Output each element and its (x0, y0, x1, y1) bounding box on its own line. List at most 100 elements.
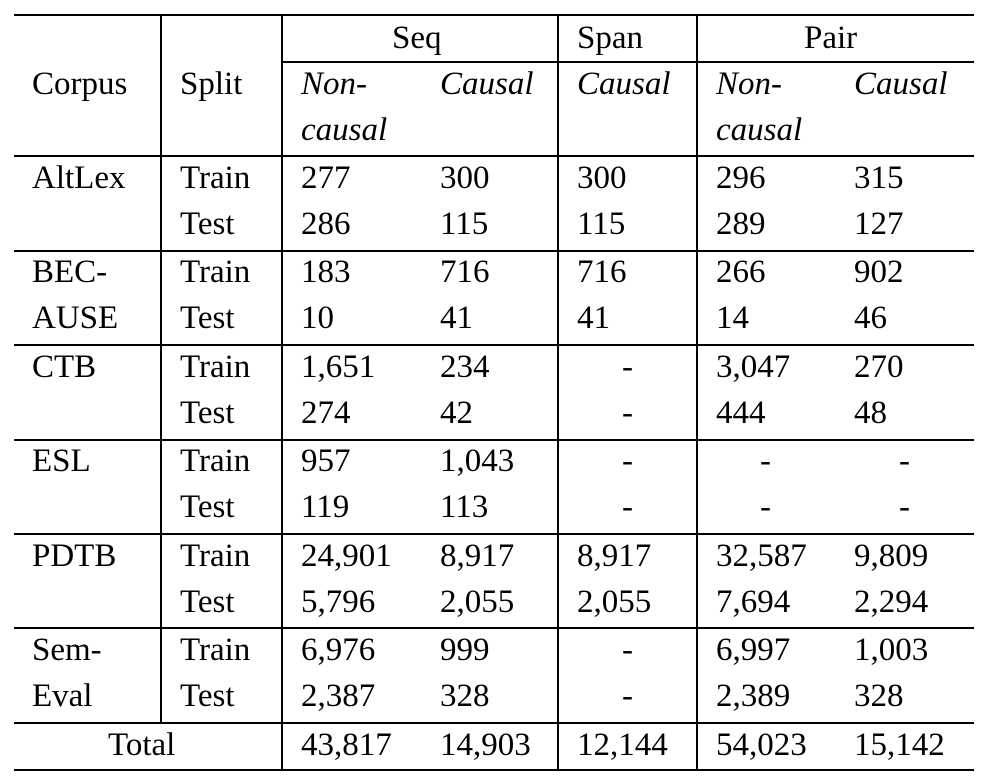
cell-seq-noncausal: 10 (301, 300, 334, 336)
col-rule (160, 14, 162, 722)
cell-seq-causal: 300 (440, 160, 490, 196)
split-test: Test (180, 206, 235, 242)
cell-pair-noncausal: - (760, 443, 771, 479)
corpus-name: Eval (32, 678, 93, 714)
cell-seq-noncausal: 24,901 (301, 538, 392, 574)
corpus-name: ESL (32, 443, 91, 479)
cell-pair-noncausal: 14 (716, 300, 749, 336)
cell-span-causal: - (622, 395, 633, 431)
cell-pair-causal: 127 (854, 206, 904, 242)
total-pair-causal: 15,142 (854, 727, 945, 763)
cell-span-causal: - (622, 443, 633, 479)
cell-seq-noncausal: 6,976 (301, 632, 376, 668)
cell-span-causal: 716 (577, 254, 627, 290)
split-test: Test (180, 678, 235, 714)
header-rule (14, 155, 974, 157)
group-header-rule (281, 61, 974, 63)
cell-seq-causal: 42 (440, 395, 473, 431)
cell-seq-causal: 716 (440, 254, 490, 290)
split-train: Train (180, 538, 251, 574)
group-header-pair: Pair (804, 20, 858, 56)
cell-pair-noncausal: 296 (716, 160, 766, 196)
cell-span-causal: - (622, 489, 633, 525)
group-header-seq: Seq (392, 20, 442, 56)
cell-pair-noncausal: 2,389 (716, 678, 791, 714)
col-rule (696, 14, 698, 771)
cell-seq-noncausal: 277 (301, 160, 351, 196)
cell-span-causal: 41 (577, 300, 610, 336)
bottom-rule (14, 769, 974, 771)
cell-seq-noncausal: 1,651 (301, 349, 376, 385)
cell-seq-noncausal: 286 (301, 206, 351, 242)
split-train: Train (180, 160, 251, 196)
corpus-name: AUSE (32, 300, 119, 336)
cell-pair-noncausal: 289 (716, 206, 766, 242)
corpus-name: CTB (32, 349, 97, 385)
total-span-causal: 12,144 (577, 727, 668, 763)
cell-seq-noncausal: 5,796 (301, 584, 376, 620)
split-test: Test (180, 300, 235, 336)
cell-pair-causal: 2,294 (854, 584, 929, 620)
split-test: Test (180, 584, 235, 620)
cell-seq-noncausal: 119 (301, 489, 350, 525)
col-header-pair-noncausal: causal (716, 112, 803, 148)
row-rule (14, 344, 974, 346)
cell-pair-causal: 48 (854, 395, 887, 431)
cell-pair-causal: 46 (854, 300, 887, 336)
col-header-corpus: Corpus (32, 66, 128, 102)
cell-seq-causal: 41 (440, 300, 473, 336)
cell-pair-causal: - (899, 443, 910, 479)
split-train: Train (180, 349, 251, 385)
cell-span-causal: - (622, 349, 633, 385)
cell-seq-causal: 328 (440, 678, 490, 714)
split-test: Test (180, 395, 235, 431)
row-rule (14, 250, 974, 252)
corpus-name: BEC- (32, 254, 108, 290)
total-pair-noncausal: 54,023 (716, 727, 807, 763)
cell-span-causal: 2,055 (577, 584, 652, 620)
cell-span-causal: 8,917 (577, 538, 652, 574)
cell-pair-noncausal: - (760, 489, 771, 525)
cell-pair-causal: 315 (854, 160, 904, 196)
cell-seq-noncausal: 957 (301, 443, 351, 479)
row-rule (14, 439, 974, 441)
col-header-pair-noncausal: Non- (716, 66, 782, 102)
row-rule (14, 533, 974, 535)
split-train: Train (180, 632, 251, 668)
col-rule (281, 14, 283, 771)
split-train: Train (180, 443, 251, 479)
col-header-seq-noncausal: Non- (301, 66, 367, 102)
col-rule (557, 14, 559, 771)
cell-seq-noncausal: 2,387 (301, 678, 376, 714)
total-seq-noncausal: 43,817 (301, 727, 392, 763)
corpus-name: PDTB (32, 538, 117, 574)
total-rule (14, 722, 974, 724)
cell-pair-noncausal: 6,997 (716, 632, 791, 668)
cell-span-causal: 115 (577, 206, 626, 242)
corpus-name: Sem- (32, 632, 102, 668)
cell-seq-causal: 115 (440, 206, 489, 242)
cell-span-causal: - (622, 678, 633, 714)
cell-seq-causal: 2,055 (440, 584, 515, 620)
row-rule (14, 627, 974, 629)
cell-seq-causal: 8,917 (440, 538, 515, 574)
cell-seq-causal: 999 (440, 632, 490, 668)
cell-pair-causal: 902 (854, 254, 904, 290)
cell-pair-causal: 1,003 (854, 632, 929, 668)
cell-seq-causal: 1,043 (440, 443, 515, 479)
col-header-span-causal: Causal (577, 66, 671, 102)
corpus-name: AltLex (32, 160, 126, 196)
col-header-split: Split (180, 66, 243, 102)
cell-pair-causal: 270 (854, 349, 904, 385)
cell-seq-causal: 113 (440, 489, 489, 525)
cell-pair-noncausal: 444 (716, 395, 766, 431)
group-header-span: Span (577, 20, 643, 56)
col-header-pair-causal: Causal (854, 66, 948, 102)
cell-pair-causal: 9,809 (854, 538, 929, 574)
cell-seq-noncausal: 274 (301, 395, 351, 431)
total-seq-causal: 14,903 (440, 727, 531, 763)
col-header-seq-causal: Causal (440, 66, 534, 102)
cell-span-causal: 300 (577, 160, 627, 196)
cell-pair-noncausal: 32,587 (716, 538, 807, 574)
split-test: Test (180, 489, 235, 525)
